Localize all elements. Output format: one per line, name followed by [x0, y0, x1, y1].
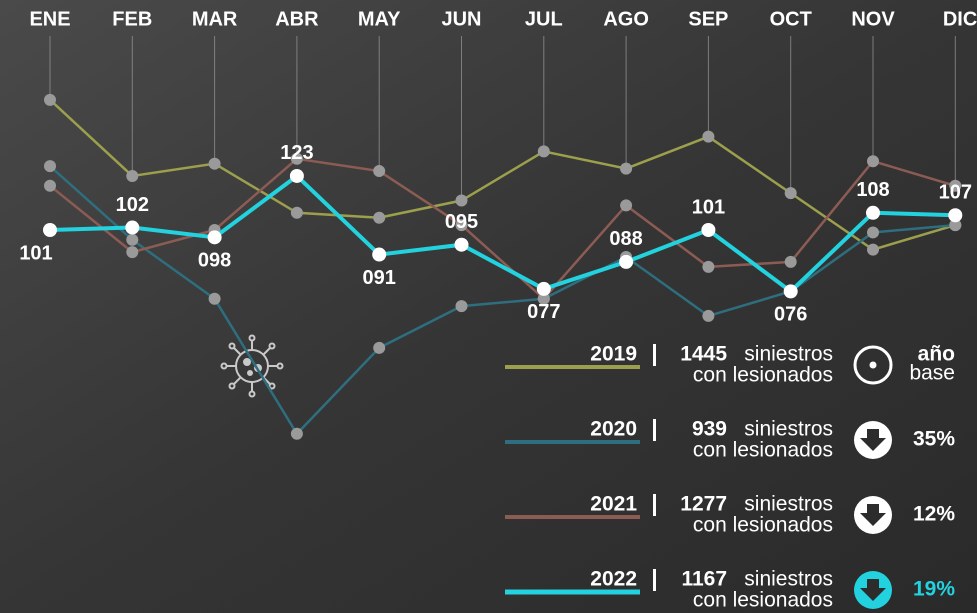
legend-total: 939 [692, 418, 727, 441]
separator [653, 569, 656, 591]
value-label: 123 [280, 142, 313, 164]
x-tick-label: ENE [29, 8, 70, 30]
data-point [125, 221, 139, 235]
data-point [784, 284, 798, 298]
note-label: base [909, 362, 955, 385]
value-label: 101 [19, 242, 52, 264]
value-label: 077 [527, 301, 560, 323]
data-point [867, 155, 879, 167]
legend-unit: con lesionados [693, 364, 833, 387]
value-label: 102 [116, 194, 149, 216]
data-point [701, 223, 715, 237]
separator [653, 494, 656, 516]
data-point [373, 212, 385, 224]
legend-unit: siniestros [744, 343, 833, 366]
legend-year: 2020 [590, 418, 637, 441]
data-point [620, 199, 632, 211]
data-point [866, 206, 880, 220]
data-point [373, 342, 385, 354]
data-point [456, 300, 468, 312]
separator [653, 419, 656, 441]
legend-unit: siniestros [744, 568, 833, 591]
data-point [44, 94, 56, 106]
data-point [44, 180, 56, 192]
value-label: 076 [774, 304, 807, 326]
data-point [290, 169, 304, 183]
base-dot [870, 362, 877, 369]
data-point [456, 195, 468, 207]
legend-total: 1167 [681, 568, 727, 591]
value-label: 091 [363, 267, 396, 289]
data-point [291, 207, 303, 219]
data-point [702, 261, 714, 273]
change-label: 12% [913, 503, 955, 526]
data-point [702, 310, 714, 322]
data-point [126, 246, 138, 258]
data-point [291, 428, 303, 440]
separator [653, 344, 656, 366]
data-point [702, 131, 714, 143]
page: ENE FEB MAR ABR MAY JUN JUL AGO SEP OCT NOV DIC 101 1… [0, 0, 977, 613]
x-tick-label: NOV [851, 8, 895, 30]
x-tick-label: AGO [603, 8, 649, 30]
value-label: 098 [198, 250, 231, 272]
legend-unit: con lesionados [693, 589, 833, 612]
data-point [43, 223, 57, 237]
legend-unit: con lesionados [693, 514, 833, 537]
data-point [867, 244, 879, 256]
data-point [44, 160, 56, 172]
legend-year: 2019 [590, 343, 637, 366]
legend-year: 2021 [590, 493, 637, 516]
x-tick-label: MAY [358, 8, 401, 30]
x-tick-label: FEB [112, 8, 152, 30]
legend-unit: con lesionados [693, 439, 833, 462]
data-point [948, 208, 962, 222]
change-label: 19% [913, 578, 955, 601]
data-point [208, 230, 222, 244]
x-tick-label: JUL [525, 8, 563, 30]
data-point [372, 248, 386, 262]
value-label: 101 [692, 196, 725, 218]
x-tick-label: DIC [943, 8, 977, 30]
data-point [619, 255, 633, 269]
chart: ENE FEB MAR ABR MAY JUN JUL AGO SEP OCT NOV DIC 101 1… [0, 0, 977, 613]
data-point [538, 145, 550, 157]
data-point [785, 187, 797, 199]
x-tick-label: OCT [770, 8, 812, 30]
data-point [209, 293, 221, 305]
data-point [126, 170, 138, 182]
legend-year: 2022 [590, 568, 637, 591]
x-tick-label: SEP [688, 8, 728, 30]
legend-total: 1277 [680, 493, 727, 516]
data-point [620, 163, 632, 175]
data-point [455, 238, 469, 252]
value-label: 107 [939, 182, 972, 204]
change-label: 35% [913, 428, 955, 451]
data-point [785, 256, 797, 268]
x-tick-label: MAR [192, 8, 238, 30]
value-label: 088 [609, 228, 642, 250]
data-point [373, 165, 385, 177]
value-label: 095 [445, 211, 478, 233]
data-point [537, 282, 551, 296]
x-tick-label: JUN [441, 8, 481, 30]
x-tick-label: ABR [275, 8, 319, 30]
legend-total: 1445 [680, 343, 727, 366]
legend-unit: siniestros [744, 493, 833, 516]
legend-unit: siniestros [744, 418, 833, 441]
value-label: 108 [856, 179, 889, 201]
data-point [126, 234, 138, 246]
data-point [209, 158, 221, 170]
data-point [867, 226, 879, 238]
